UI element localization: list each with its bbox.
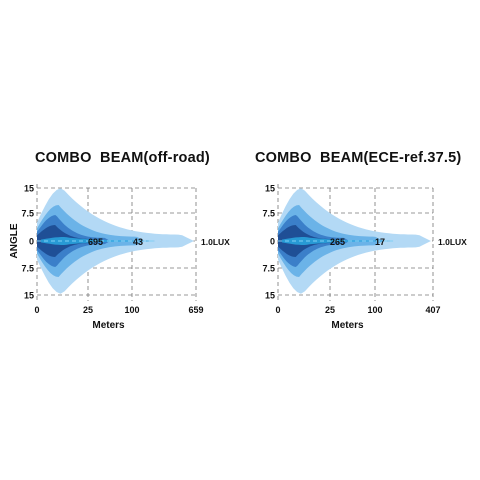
y-tick-label: 7.5 xyxy=(262,209,275,219)
y-tick-label: 7.5 xyxy=(21,264,34,274)
y-tick-label: 0 xyxy=(29,237,34,247)
y-tick-label: 7.5 xyxy=(262,264,275,274)
x-tick-label: 100 xyxy=(124,305,139,315)
y-tick-label: 15 xyxy=(265,184,275,194)
y-tick-label: 0 xyxy=(270,237,275,247)
x-tick-label: 659 xyxy=(188,305,203,315)
y-tick-label: 7.5 xyxy=(21,209,34,219)
contour-value-label: 17 xyxy=(375,237,385,247)
y-tick-label: 15 xyxy=(24,291,34,301)
contour-value-label: 695 xyxy=(88,237,103,247)
x-axis-label: Meters xyxy=(331,320,364,331)
x-tick-label: 0 xyxy=(34,305,39,315)
x-tick-label: 25 xyxy=(83,305,93,315)
x-tick-label: 100 xyxy=(367,305,382,315)
x-tick-label: 25 xyxy=(325,305,335,315)
x-tick-label: 0 xyxy=(275,305,280,315)
chart-title: COMBO BEAM(off-road) xyxy=(35,150,210,166)
chart-title: COMBO BEAM(ECE-ref.37.5) xyxy=(255,150,462,166)
y-tick-label: 15 xyxy=(24,184,34,194)
x-axis-label: Meters xyxy=(92,320,125,331)
x-tick-label: 407 xyxy=(425,305,440,315)
lux-label: 1.0LUX xyxy=(201,237,230,247)
y-axis-label: ANGLE xyxy=(9,223,20,258)
y-tick-label: 15 xyxy=(265,291,275,301)
contour-value-label: 265 xyxy=(330,237,345,247)
lux-label: 1.0LUX xyxy=(438,237,467,247)
contour-value-label: 43 xyxy=(133,237,143,247)
beam-core xyxy=(41,237,156,245)
